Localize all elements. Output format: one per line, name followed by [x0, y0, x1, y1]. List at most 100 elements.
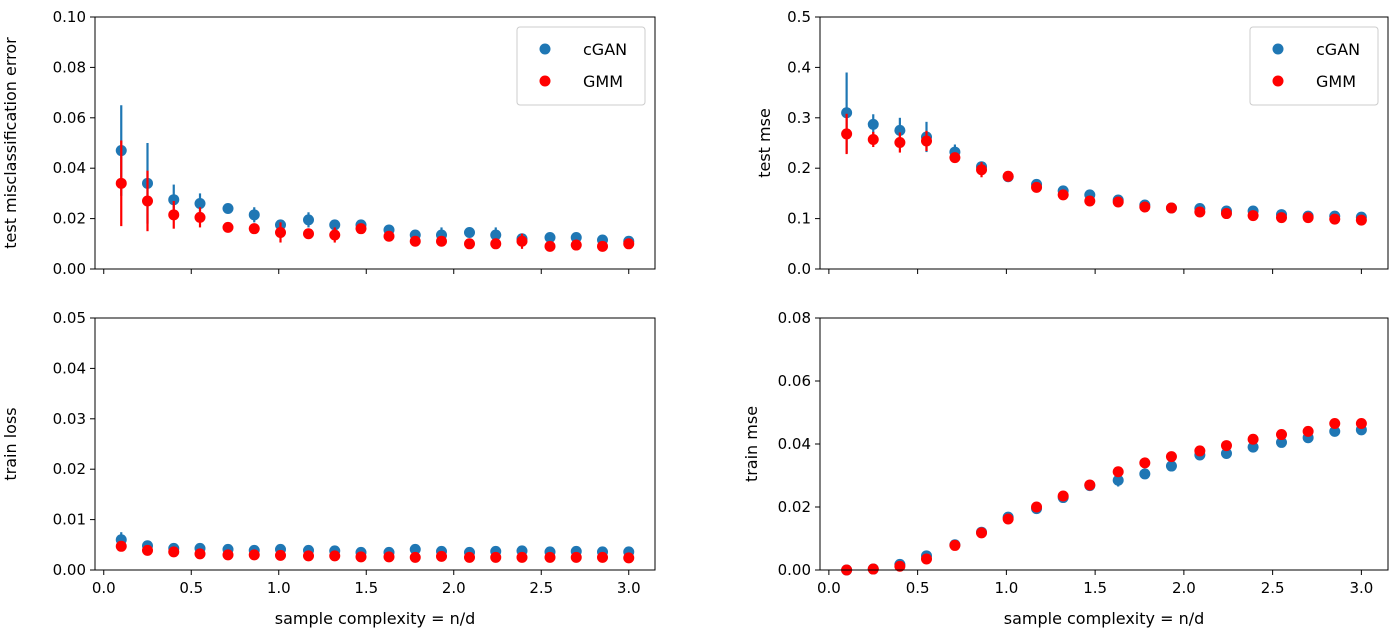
gmm-point — [436, 235, 447, 247]
gmm-point — [222, 221, 234, 233]
plot-frame — [819, 317, 1389, 571]
gmm-point — [142, 544, 153, 556]
gmm-point — [142, 195, 153, 207]
legend-marker-cgan — [1272, 43, 1284, 55]
cgan-point — [894, 124, 906, 136]
panel-test-misclassification: test misclassification error 0.00 0.02 0.0… — [1, 8, 656, 278]
cgan-point — [1329, 425, 1341, 437]
xtick-label: 1.5 — [354, 579, 378, 597]
gmm-point — [1139, 201, 1151, 213]
gmm-point — [248, 549, 260, 561]
gmm-point — [867, 133, 879, 145]
gmm-point — [570, 239, 582, 251]
ytick-label: 0.00 — [53, 561, 86, 579]
gmm-point — [894, 136, 906, 148]
xtick-label: 3.0 — [1349, 579, 1373, 597]
plot-frame — [94, 317, 656, 571]
gmm-point — [490, 551, 502, 563]
gmm-point — [1329, 213, 1341, 225]
gmm-point — [976, 164, 988, 176]
legend-marker-cgan — [539, 43, 551, 55]
gmm-point — [516, 551, 528, 563]
gmm-point — [409, 235, 421, 247]
xtick-label: 1.0 — [994, 579, 1018, 597]
xtick-label: 2.5 — [529, 579, 553, 597]
gmm-point — [1276, 429, 1287, 441]
gmm-point — [1194, 206, 1206, 218]
cgan-point — [248, 209, 260, 221]
cgan-point — [329, 219, 341, 231]
ylabel-train-loss: train loss — [1, 407, 20, 480]
ylabel-test-misclassification: test misclassification error — [1, 37, 20, 249]
xtick-label: 0.0 — [92, 579, 116, 597]
legend-label-gmm: GMM — [1316, 72, 1356, 91]
gmm-point — [1084, 195, 1096, 207]
gmm-point — [329, 550, 341, 562]
gmm-point — [1002, 513, 1014, 525]
cgan-point — [490, 229, 502, 241]
gmm-point — [248, 223, 260, 235]
gmm-point — [355, 551, 367, 563]
gmm-point — [623, 238, 635, 250]
gmm-point — [597, 240, 608, 252]
gmm-point — [921, 553, 932, 565]
ytick-label: 0.06 — [778, 372, 811, 390]
gmm-point — [1057, 189, 1069, 201]
gmm-point — [303, 550, 314, 562]
plot-frame — [819, 16, 1389, 270]
gmm-point — [544, 551, 556, 563]
gmm-point — [275, 549, 286, 561]
gmm-point — [1084, 479, 1096, 491]
gmm-point — [949, 152, 961, 164]
gmm-point — [329, 229, 341, 241]
gmm-point — [275, 226, 286, 238]
cgan-point — [409, 543, 421, 555]
gmm-point — [1112, 196, 1124, 208]
ytick-label: 0.08 — [778, 309, 811, 327]
gmm-point — [1355, 214, 1367, 226]
gmm-point — [1302, 212, 1314, 224]
gmm-point — [168, 209, 180, 221]
gmm-point — [1165, 202, 1177, 214]
gmm-point — [1220, 208, 1232, 220]
legend-box — [1249, 26, 1379, 106]
legend-marker-gmm — [1272, 75, 1284, 87]
panel-test-mse: test mse 0.0 0.1 0.2 0.3 0.4 0.5 cGAN GMM — [755, 8, 1389, 278]
gmm-point — [894, 560, 906, 572]
xtick-label: 1.0 — [267, 579, 291, 597]
cgan-point — [464, 226, 475, 238]
gmm-point — [867, 563, 879, 575]
gmm-point — [383, 230, 395, 242]
gmm-point — [1247, 210, 1259, 222]
ytick-label: 0.00 — [53, 260, 86, 278]
legend-label-gmm: GMM — [583, 72, 623, 91]
gmm-point — [409, 551, 421, 563]
xtick-label: 3.0 — [617, 579, 641, 597]
ytick-label: 0.06 — [53, 109, 86, 127]
gmm-point — [436, 550, 447, 562]
gmm-point — [355, 223, 367, 235]
cgan-point — [867, 118, 879, 130]
ytick-label: 0.0 — [787, 260, 811, 278]
gmm-point — [303, 228, 314, 240]
gmm-point — [1194, 445, 1206, 457]
gmm-point — [168, 546, 180, 558]
ytick-label: 0.5 — [787, 8, 811, 26]
xtick-label: 0.0 — [817, 579, 841, 597]
xtick-label: 1.5 — [1083, 579, 1107, 597]
legend-box — [516, 26, 646, 106]
legend: cGAN GMM — [1249, 26, 1379, 106]
cgan-point — [1220, 447, 1232, 459]
xtick-label: 2.0 — [1172, 579, 1196, 597]
gmm-point — [597, 551, 608, 563]
gmm-point — [1329, 418, 1341, 430]
cgan-point — [303, 214, 314, 226]
gmm-point — [921, 135, 932, 147]
ytick-label: 0.4 — [787, 58, 811, 76]
gmm-point — [1276, 212, 1287, 224]
gmm-point — [115, 540, 127, 552]
cgan-point — [544, 232, 556, 243]
gmm-point — [1139, 457, 1151, 469]
ytick-label: 0.04 — [53, 159, 86, 177]
